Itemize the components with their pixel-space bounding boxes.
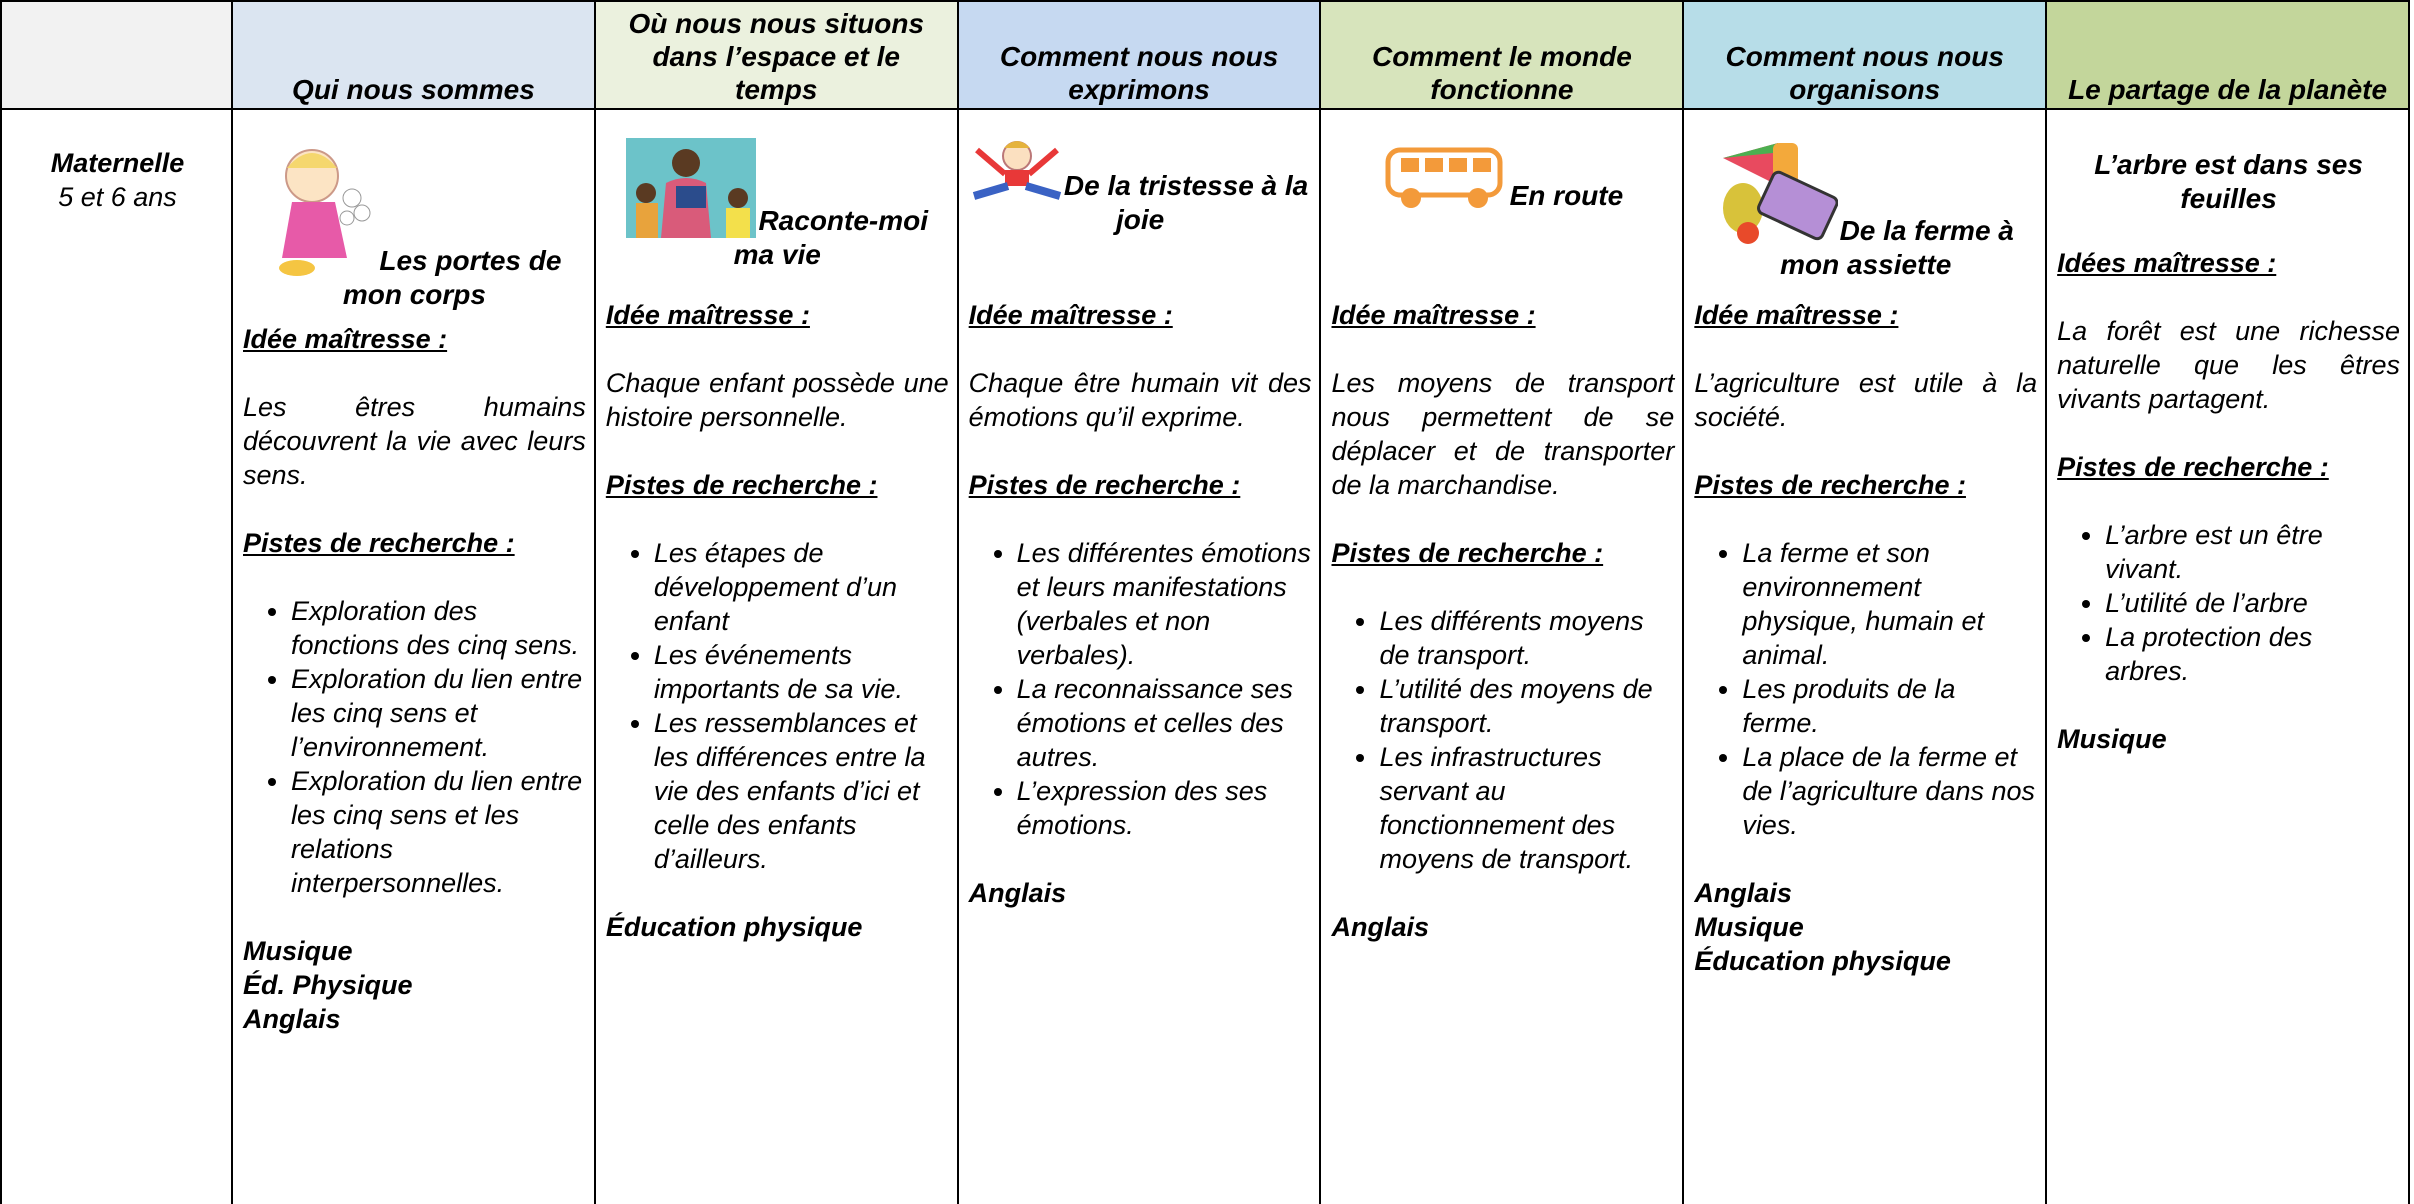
research-label: Pistes de recherche : <box>1694 470 1966 500</box>
research-item: L’utilité de l’arbre <box>2105 586 2400 620</box>
column-header: Comment nous nous exprimons <box>956 0 1322 110</box>
theme-title-text: De la ferme à mon assiette <box>1780 215 2014 280</box>
theme-title-text: De la tristesse à la joie <box>1063 170 1309 235</box>
research-list: Exploration des fonctions des cinq sens.… <box>243 594 586 900</box>
theme-cell: Les portes de mon corps Idée maîtresse : L… <box>231 108 596 1204</box>
research-item: Les événements importants de sa vie. <box>654 638 949 706</box>
theme-cell: De la ferme à mon assiette Idée maîtresse… <box>1682 108 2048 1204</box>
icon-child-flowers <box>279 149 371 276</box>
research-item: Les différentes émotions et leurs manife… <box>1017 536 1312 672</box>
subject: Anglais <box>968 878 1067 908</box>
column-header: Où nous nous situons dans l’espace et le… <box>593 0 959 110</box>
level: Maternelle <box>50 148 185 178</box>
subject: Musique <box>243 936 353 966</box>
idea-text: Chaque être humain vit des émotions qu’i… <box>968 368 1312 432</box>
research-list: Les différents moyens de transport.L’uti… <box>1331 604 1674 876</box>
research-item: L’arbre est un être vivant. <box>2105 518 2400 586</box>
theme-cell: De la tristesse à la joie Idée maîtresse … <box>956 108 1322 1204</box>
research-item: Les différents moyens de transport. <box>1379 604 1674 672</box>
column-header: Qui nous sommes <box>231 0 596 110</box>
theme-title-text: Les portes de mon corps <box>342 245 562 310</box>
corner-cell <box>0 0 233 110</box>
subject: Musique <box>1694 912 1804 942</box>
research-item: Exploration du lien entre les cinq sens … <box>291 764 586 900</box>
theme-title: Les portes de mon corps <box>243 138 586 312</box>
research-item: Les infrastructures servant au fonctionn… <box>1379 740 1674 876</box>
subject: Anglais <box>243 1004 341 1034</box>
idea-label: Idée maîtresse : <box>1694 300 1899 330</box>
research-item: La protection des arbres. <box>2105 620 2400 688</box>
icon-reading <box>626 138 757 238</box>
research-list: Les différentes émotions et leurs manife… <box>969 536 1312 842</box>
theme-cell: En route Idée maîtresse : Les moyens de tr… <box>1319 108 1685 1204</box>
column-header: Comment nous nous organisons <box>1682 0 2048 110</box>
research-label: Pistes de recherche : <box>605 470 878 500</box>
subject: Anglais <box>1694 878 1792 908</box>
theme-title: De la tristesse à la joie <box>969 138 1312 288</box>
subject: Éducation physique <box>1694 946 1951 976</box>
icon-farm-food <box>1722 143 1838 244</box>
theme-title: L’arbre est dans ses feuilles <box>2057 148 2400 216</box>
subject: Éducation physique <box>605 912 863 942</box>
idea-text: Les moyens de transport nous permettent … <box>1331 368 1675 500</box>
research-item: L’expression des ses émotions. <box>1017 774 1312 842</box>
idea-text: Chaque enfant possède une histoire perso… <box>605 368 949 432</box>
research-item: Exploration des fonctions des cinq sens. <box>291 594 586 662</box>
idea-label: Idées maîtresse : <box>2057 248 2277 278</box>
theme-title-text: En route <box>1509 180 1624 211</box>
icon-bus <box>1385 147 1503 208</box>
idea-text: L’agriculture est utile à la société. <box>1694 368 2038 432</box>
theme-title: En route <box>1331 138 1674 288</box>
research-item: Exploration du lien entre les cinq sens … <box>291 662 586 764</box>
theme-title-text: L’arbre est dans ses feuilles <box>2094 149 2363 214</box>
idea-label: Idée maîtresse : <box>1331 300 1536 330</box>
age: 5 et 6 ans <box>58 182 177 212</box>
idea-label: Idée maîtresse : <box>968 300 1173 330</box>
research-item: L’utilité des moyens de transport. <box>1379 672 1674 740</box>
idea-label: Idée maîtresse : <box>605 300 810 330</box>
subject: Anglais <box>1331 912 1430 942</box>
idea-text: Les êtres humains découvrent la vie avec… <box>243 392 586 490</box>
idea-label: Idée maîtresse : <box>243 324 448 354</box>
research-list: L’arbre est un être vivant.L’utilité de … <box>2057 518 2400 688</box>
theme-title: Raconte-moi ma vie <box>606 138 949 288</box>
subject: Musique <box>2057 724 2167 754</box>
column-header: Le partage de la planète <box>2045 0 2410 110</box>
research-label: Pistes de recherche : <box>968 470 1241 500</box>
theme-title: De la ferme à mon assiette <box>1694 138 2037 288</box>
column-header: Comment le monde fonctionne <box>1319 0 1685 110</box>
research-label: Pistes de recherche : <box>1331 538 1604 568</box>
theme-cell: L’arbre est dans ses feuilles Idées maîtr… <box>2045 108 2410 1204</box>
theme-title-text: Raconte-moi ma vie <box>733 205 929 270</box>
research-list: La ferme et son environnement physique, … <box>1694 536 2037 842</box>
level-cell: Maternelle 5 et 6 ans <box>0 108 233 1204</box>
icon-happy-child <box>972 141 1062 200</box>
research-item: Les ressemblances et les différences ent… <box>654 706 949 876</box>
idea-text: La forêt est une richesse naturelle que … <box>2057 316 2400 414</box>
research-label: Pistes de recherche : <box>2057 452 2329 482</box>
research-item: Les produits de la ferme. <box>1742 672 2037 740</box>
research-item: Les étapes de développement d’un enfant <box>654 536 949 638</box>
research-item: La ferme et son environnement physique, … <box>1742 536 2037 672</box>
research-item: La place de la ferme et de l’agriculture… <box>1742 740 2037 842</box>
research-label: Pistes de recherche : <box>243 528 515 558</box>
research-item: La reconnaissance ses émotions et celles… <box>1017 672 1312 774</box>
theme-cell: Raconte-moi ma vie Idée maîtresse : Chaque… <box>593 108 959 1204</box>
subject: Éd. Physique <box>243 970 413 1000</box>
research-list: Les étapes de développement d’un enfantL… <box>606 536 949 876</box>
